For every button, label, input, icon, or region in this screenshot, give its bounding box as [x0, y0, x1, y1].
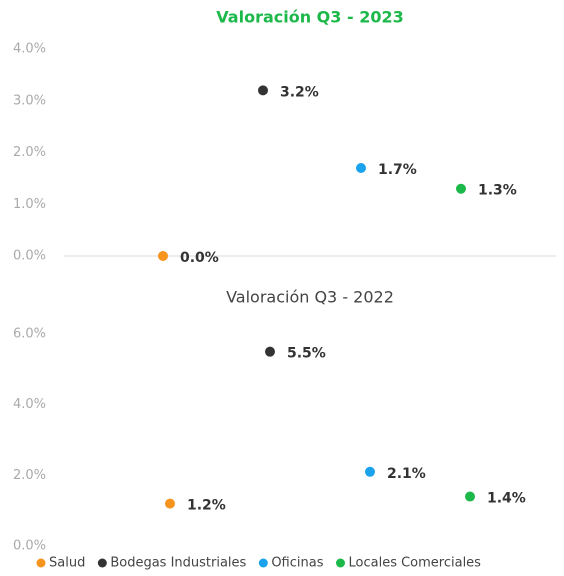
data-label: 2.1%	[387, 466, 426, 482]
y-tick-label: 2.0%	[13, 145, 46, 160]
data-label: 1.3%	[478, 183, 517, 199]
y-tick-label: 2.0%	[13, 468, 46, 483]
data-label: 1.4%	[487, 491, 526, 507]
legend-label: Bodegas Industriales	[110, 556, 246, 571]
data-label: 1.7%	[378, 162, 417, 178]
legend-label: Salud	[49, 556, 85, 571]
chart-title: Valoración Q3 - 2022	[226, 288, 394, 307]
y-tick-label: 6.0%	[13, 327, 46, 342]
legend-label: Oficinas	[271, 556, 323, 571]
legend-label: Locales Comerciales	[349, 556, 482, 571]
y-tick-label: 1.0%	[13, 197, 46, 212]
point	[158, 251, 168, 261]
y-tick-label: 4.0%	[13, 42, 46, 57]
chart-title: Valoración Q3 - 2023	[216, 8, 403, 27]
legend-marker	[336, 558, 345, 568]
y-tick-label: 0.0%	[13, 539, 46, 554]
point	[465, 491, 475, 502]
legend-marker	[36, 558, 46, 568]
y-tick-label: 0.0%	[13, 249, 46, 264]
data-label: 1.2%	[187, 498, 226, 514]
point	[365, 466, 375, 477]
point	[165, 498, 175, 509]
data-label: 5.5%	[287, 346, 326, 362]
point	[356, 163, 366, 174]
data-label: 3.2%	[280, 84, 319, 100]
point	[265, 346, 275, 357]
data-label: 0.0%	[180, 250, 219, 266]
point	[456, 183, 466, 194]
legend-marker	[258, 558, 268, 568]
y-tick-label: 4.0%	[13, 397, 46, 412]
y-tick-label: 3.0%	[13, 93, 46, 108]
point	[258, 85, 268, 96]
legend-marker	[97, 558, 107, 568]
